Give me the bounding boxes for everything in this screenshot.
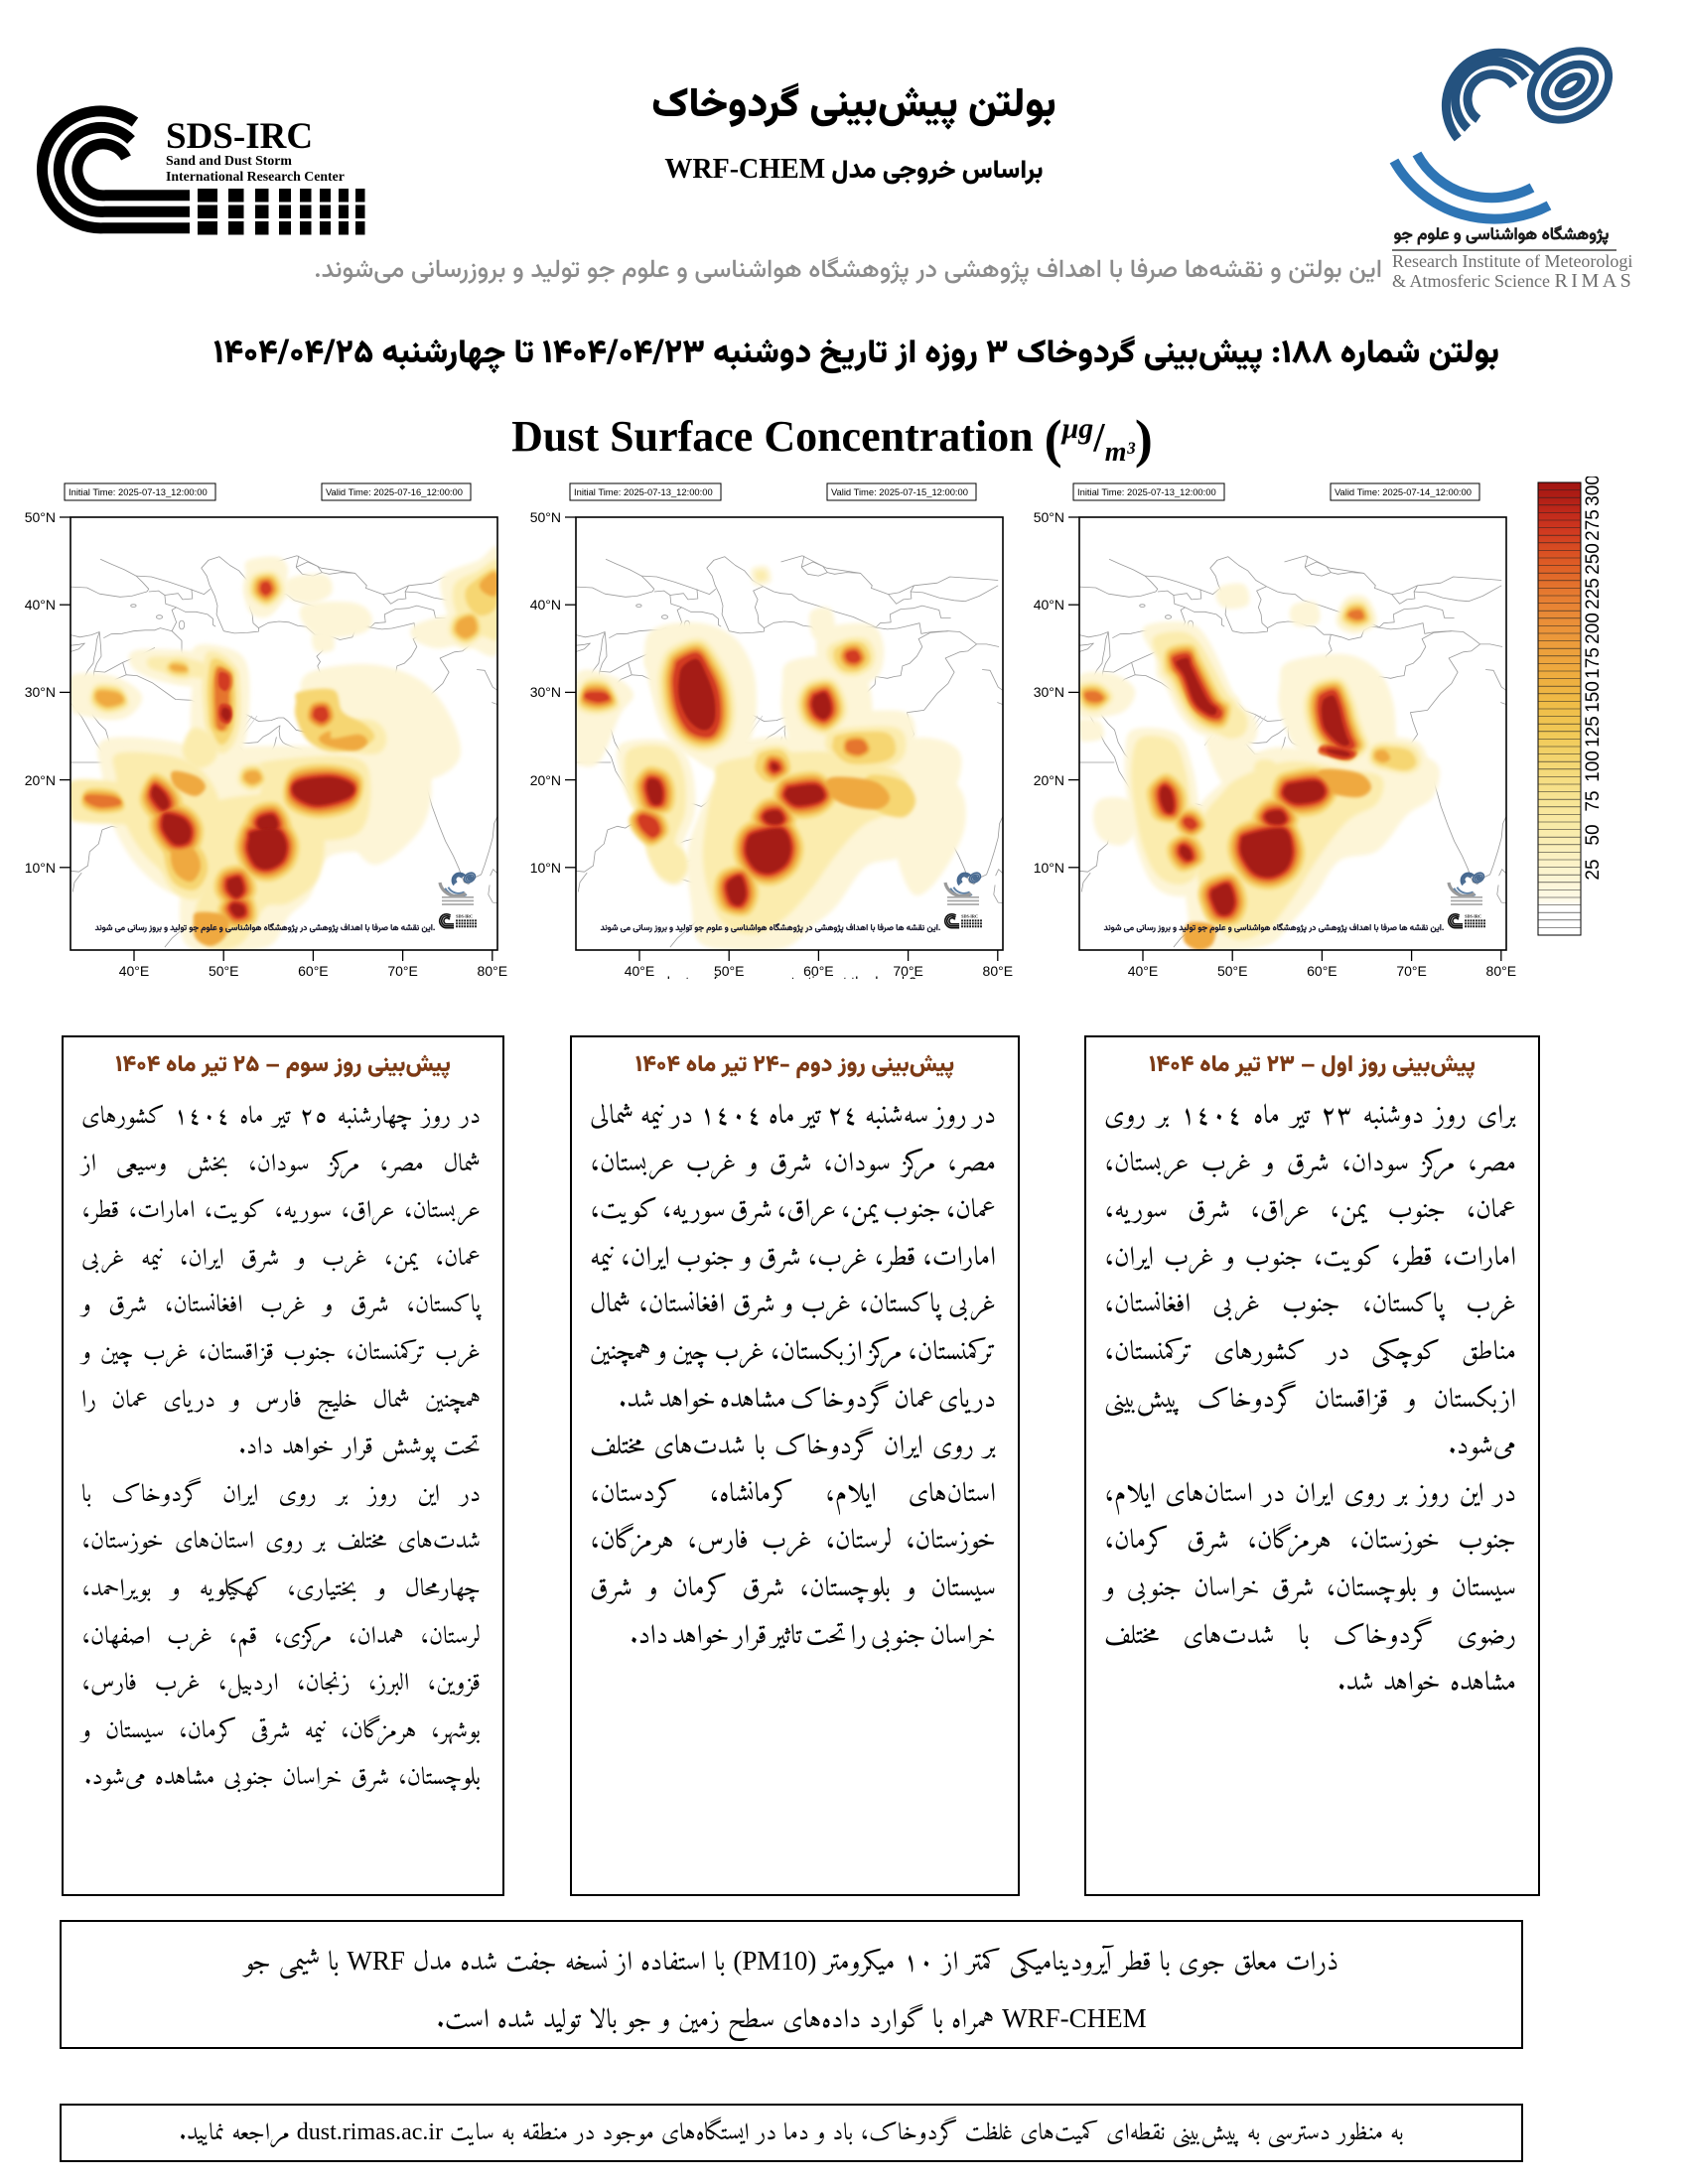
svg-text:Valid Time: 2025-07-14_12:00:0: Valid Time: 2025-07-14_12:00:00	[1335, 486, 1472, 497]
svg-text:125: 125	[1583, 716, 1604, 748]
svg-text:40°E: 40°E	[625, 963, 655, 979]
svg-text:10°N: 10°N	[25, 860, 56, 876]
svg-text:SDS-IRC: SDS-IRC	[166, 116, 313, 157]
svg-text:50°E: 50°E	[209, 963, 239, 979]
svg-text:300: 300	[1583, 477, 1604, 506]
svg-text:50: 50	[1583, 824, 1604, 845]
svg-text:250: 250	[1583, 543, 1604, 575]
svg-text:International Research Center: International Research Center	[166, 169, 345, 184]
svg-text:80°E: 80°E	[478, 963, 508, 979]
svg-text:30°N: 30°N	[530, 684, 561, 700]
svg-text:60°E: 60°E	[803, 963, 834, 979]
svg-text:20°N: 20°N	[530, 772, 561, 788]
svg-text:40°N: 40°N	[530, 597, 561, 613]
svg-text:50°E: 50°E	[1217, 963, 1248, 979]
svg-text:این نقشه ها صرفا با اهداف پژوه: این نقشه ها صرفا با اهداف پژوهشی در پژوه…	[1104, 921, 1445, 935]
svg-text:40°N: 40°N	[1034, 597, 1064, 613]
svg-text:75: 75	[1583, 790, 1604, 811]
svg-text:50°N: 50°N	[25, 509, 56, 525]
svg-text:& Atmosferic Science RIMAS: & Atmosferic Science RIMAS	[1392, 270, 1634, 292]
svg-text:10°N: 10°N	[530, 860, 561, 876]
svg-text:20°N: 20°N	[25, 772, 56, 788]
svg-text:20°N: 20°N	[1034, 772, 1064, 788]
svg-text:80°E: 80°E	[983, 963, 1014, 979]
svg-text:Valid Time: 2025-07-15_12:00:0: Valid Time: 2025-07-15_12:00:00	[831, 486, 968, 497]
svg-text:80°E: 80°E	[1486, 963, 1517, 979]
svg-text:Initial Time: 2025-07-13_12:00: Initial Time: 2025-07-13_12:00:00	[1077, 486, 1216, 497]
svg-text:Research Institute of Meteorol: Research Institute of Meteorologi	[1392, 251, 1632, 271]
svg-text:این نقشه ها صرفا با اهداف پژوه: این نقشه ها صرفا با اهداف پژوهشی در پژوه…	[601, 921, 941, 935]
svg-text:Initial Time: 2025-07-13_12:00: Initial Time: 2025-07-13_12:00:00	[69, 486, 208, 497]
svg-text:Sand and Dust Storm: Sand and Dust Storm	[166, 153, 292, 168]
svg-text:dust surface concentration at: dust surface concentration at the level …	[662, 976, 916, 992]
svg-text:275: 275	[1583, 509, 1604, 541]
svg-text:70°E: 70°E	[1396, 963, 1427, 979]
svg-text:40°E: 40°E	[1128, 963, 1159, 979]
svg-text:SDS-IRC: SDS-IRC	[456, 914, 473, 919]
svg-text:Valid Time: 2025-07-16_12:00:0: Valid Time: 2025-07-16_12:00:00	[326, 486, 463, 497]
svg-text:30°N: 30°N	[25, 684, 56, 700]
svg-text:225: 225	[1583, 578, 1604, 610]
svg-text:40°N: 40°N	[25, 597, 56, 613]
svg-text:70°E: 70°E	[387, 963, 418, 979]
svg-text:60°E: 60°E	[298, 963, 329, 979]
svg-text:200: 200	[1583, 613, 1604, 644]
svg-text:60°E: 60°E	[1307, 963, 1337, 979]
svg-text:پژوهشگاه هواشناسی و علوم جو: پژوهشگاه هواشناسی و علوم جو	[1394, 223, 1610, 249]
svg-text:70°E: 70°E	[893, 963, 923, 979]
svg-text:50°N: 50°N	[530, 509, 561, 525]
svg-text:این نقشه ها صرفا با اهداف پژوه: این نقشه ها صرفا با اهداف پژوهشی در پژوه…	[95, 921, 436, 935]
svg-text:10°N: 10°N	[1034, 860, 1064, 876]
svg-text:100: 100	[1583, 751, 1604, 782]
svg-text:50°E: 50°E	[714, 963, 745, 979]
svg-text:150: 150	[1583, 681, 1604, 713]
svg-text:175: 175	[1583, 647, 1604, 679]
svg-text:50°N: 50°N	[1034, 509, 1064, 525]
svg-text:40°E: 40°E	[119, 963, 150, 979]
svg-text:30°N: 30°N	[1034, 684, 1064, 700]
svg-text:Initial Time: 2025-07-13_12:00: Initial Time: 2025-07-13_12:00:00	[574, 486, 713, 497]
svg-text:SDS-IRC: SDS-IRC	[961, 914, 978, 919]
svg-text:25: 25	[1583, 859, 1604, 880]
svg-text:SDS-IRC: SDS-IRC	[1465, 914, 1481, 919]
